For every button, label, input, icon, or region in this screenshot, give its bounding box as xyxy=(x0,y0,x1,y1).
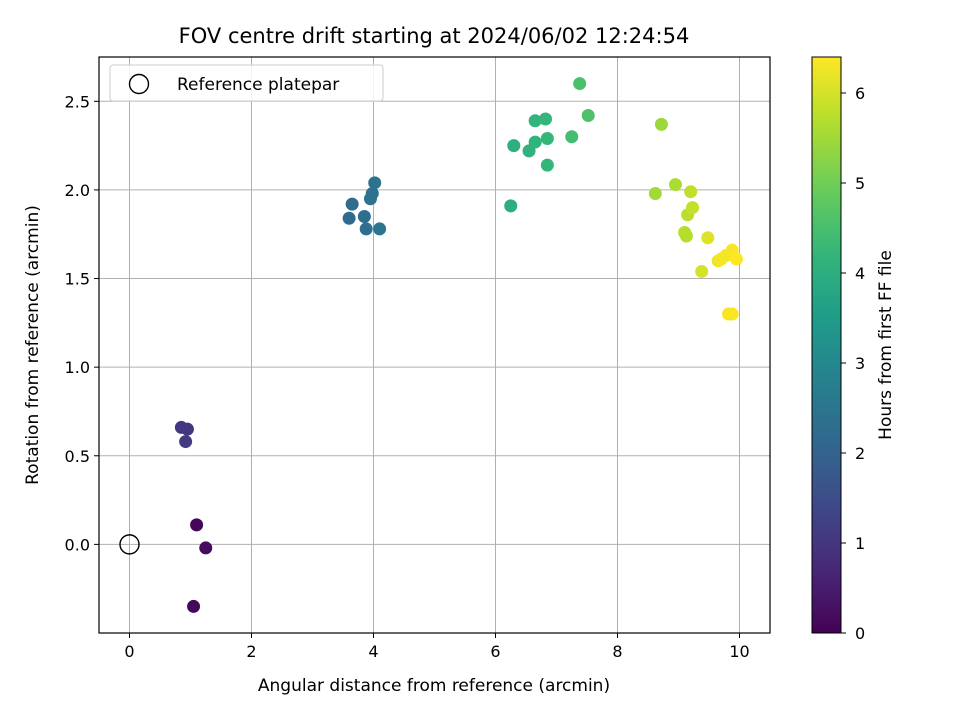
legend: Reference platepar xyxy=(109,64,384,102)
colorbar-tick-label: 5 xyxy=(855,174,865,193)
data-point xyxy=(648,186,662,200)
y-tick-label: 0.5 xyxy=(65,447,90,466)
colorbar-tick-label: 6 xyxy=(855,84,865,103)
colorbar-tick-label: 4 xyxy=(855,264,865,283)
legend-entry-reference: Reference platepar xyxy=(177,75,339,95)
data-point xyxy=(373,222,387,236)
data-point xyxy=(701,231,715,245)
data-point xyxy=(668,178,682,192)
colorbar-label: Hours from first FF file xyxy=(876,250,896,440)
x-axis-ticks: 0 2 4 6 8 10 xyxy=(124,633,750,661)
data-point xyxy=(342,211,356,225)
x-axis-label: Angular distance from reference (arcmin) xyxy=(258,676,610,696)
x-tick-label: 2 xyxy=(246,642,256,661)
colorbar-ticks: 0 1 2 3 4 5 6 xyxy=(841,84,865,643)
data-point xyxy=(504,199,518,213)
y-axis-ticks: 0.0 0.5 1.0 1.5 2.0 2.5 xyxy=(65,92,99,554)
data-point xyxy=(365,186,379,200)
data-point xyxy=(679,229,693,243)
data-point xyxy=(180,422,194,436)
x-tick-label: 10 xyxy=(729,642,749,661)
y-tick-label: 1.5 xyxy=(65,270,90,289)
legend-reference-marker xyxy=(128,73,150,95)
y-tick-label: 2.0 xyxy=(65,181,90,200)
data-point xyxy=(684,185,698,199)
data-point xyxy=(540,158,554,172)
colorbar-tick-label: 0 xyxy=(855,624,865,643)
data-point xyxy=(357,210,371,224)
colorbar-tick-label: 1 xyxy=(855,534,865,553)
y-tick-label: 2.5 xyxy=(65,92,90,111)
y-tick-label: 0.0 xyxy=(65,535,90,554)
data-point xyxy=(565,130,579,144)
data-point xyxy=(654,117,668,131)
chart-title: FOV centre drift starting at 2024/06/02 … xyxy=(179,24,690,48)
data-point xyxy=(199,541,213,555)
data-point xyxy=(528,114,542,128)
reference-marker xyxy=(119,534,140,555)
data-point xyxy=(729,252,743,266)
x-tick-label: 0 xyxy=(124,642,134,661)
data-point xyxy=(540,132,554,146)
data-point xyxy=(507,139,521,153)
x-tick-label: 6 xyxy=(490,642,500,661)
colorbar-tick-label: 2 xyxy=(855,444,865,463)
data-point xyxy=(190,518,204,532)
data-points xyxy=(174,77,743,613)
data-point xyxy=(573,77,587,91)
y-tick-label: 1.0 xyxy=(65,358,90,377)
data-point xyxy=(528,135,542,149)
data-point xyxy=(368,176,382,190)
colorbar-tick-label: 3 xyxy=(855,354,865,373)
data-point xyxy=(345,197,359,211)
reference-marker-group xyxy=(119,534,140,555)
data-point xyxy=(686,201,700,215)
data-point xyxy=(179,435,193,449)
plot-frame xyxy=(98,56,771,634)
data-point xyxy=(539,112,553,126)
x-tick-label: 4 xyxy=(368,642,378,661)
y-axis-label: Rotation from reference (arcmin) xyxy=(23,205,43,485)
data-point xyxy=(359,222,373,236)
data-point xyxy=(187,599,201,613)
legend-box xyxy=(109,64,384,102)
x-tick-label: 8 xyxy=(612,642,622,661)
data-point xyxy=(695,264,709,278)
colorbar xyxy=(811,56,842,634)
data-point xyxy=(725,307,739,321)
data-point xyxy=(581,108,595,122)
